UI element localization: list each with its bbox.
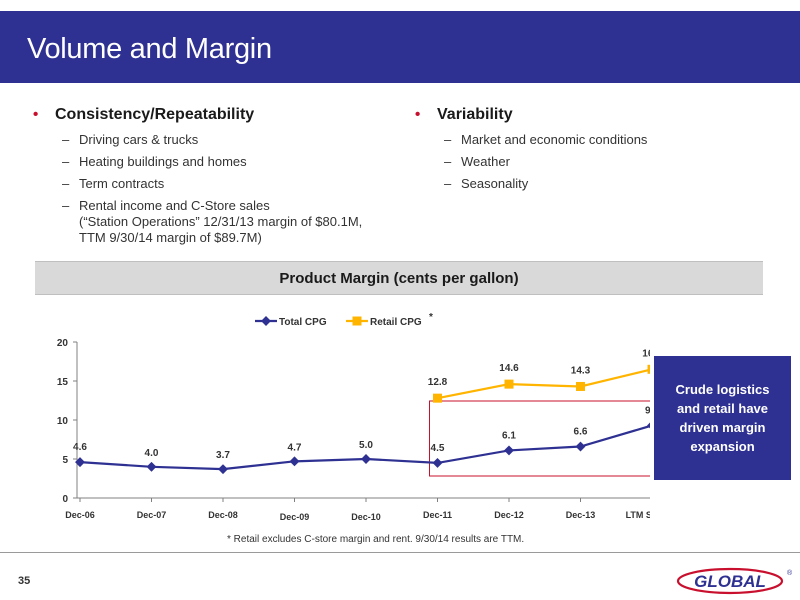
product-margin-chart: 0 5 10 15 20 Dec-06 Dec-07 Dec-08 Dec-09 Dec-10 De… <box>57 312 650 522</box>
data-label: 12.8 <box>428 377 448 388</box>
data-point <box>504 445 514 456</box>
data-point <box>146 461 157 472</box>
list-item: – Heating buildings and homes <box>62 154 393 170</box>
legend-label: Total CPG <box>279 317 327 328</box>
right-sub-list: – Market and economic conditions – Weather… <box>444 132 785 192</box>
list-item-text: Weather <box>461 154 510 169</box>
data-point <box>575 441 586 452</box>
y-tick-label: 0 <box>62 494 68 505</box>
left-bullet-heading: • Consistency/Repeatability <box>33 106 393 124</box>
slide-title: Volume and Margin <box>27 33 272 65</box>
logo-swoosh-icon <box>676 567 784 595</box>
data-label: 16.5 <box>642 348 650 359</box>
x-tick-label: Dec-06 <box>65 510 95 520</box>
dash-icon: – <box>62 176 70 191</box>
data-label: 6.6 <box>574 427 588 438</box>
data-point <box>361 454 371 464</box>
right-bullet-section: • Variability – Market and economic condi… <box>415 106 785 198</box>
page-number: 35 <box>18 575 31 587</box>
data-label: 4.7 <box>288 442 302 453</box>
data-point <box>647 420 650 431</box>
list-item: – Seasonality <box>444 176 785 192</box>
callout-box: Crude logistics and retail have driven m… <box>654 356 791 480</box>
data-label: 9.3 <box>645 405 650 416</box>
callout-text: Crude logistics and retail have driven m… <box>675 382 770 454</box>
y-tick-label: 10 <box>57 416 69 427</box>
dash-icon: – <box>62 132 70 147</box>
x-tick-label: Dec-13 <box>566 510 596 520</box>
list-item: – Market and economic conditions <box>444 132 785 148</box>
list-item-text: Driving cars & trucks <box>79 132 199 147</box>
legend-marker <box>352 316 362 326</box>
data-label: 5.0 <box>359 440 373 451</box>
y-tick-label: 5 <box>62 455 68 466</box>
x-tick-label: Dec-08 <box>208 510 238 520</box>
dash-icon: – <box>444 154 452 169</box>
data-point <box>576 381 585 391</box>
list-item: – Term contracts <box>62 176 393 192</box>
highlight-box <box>429 400 650 477</box>
data-point <box>218 464 228 475</box>
x-tick-label: Dec-10 <box>351 512 381 522</box>
x-tick-label: Dec-11 <box>423 510 452 520</box>
legend-marker <box>261 316 271 326</box>
left-heading-text: Consistency/Repeatability <box>55 106 255 123</box>
list-item: – Driving cars & trucks <box>62 132 393 148</box>
data-point <box>433 393 442 403</box>
list-item-text: Rental income and C-Store sales (“Statio… <box>79 198 363 245</box>
list-item: – Rental income and C-Store sales (“Stati… <box>62 198 393 246</box>
data-point <box>432 457 443 468</box>
bullet-icon: • <box>33 106 39 123</box>
series-line-retail-cpg <box>437 368 650 400</box>
bullet-icon: • <box>415 106 421 123</box>
chart-title-band: Product Margin (cents per gallon) <box>35 261 763 295</box>
list-item-text: Heating buildings and homes <box>79 154 247 169</box>
y-tick-label: 15 <box>57 377 69 388</box>
left-sub-list: – Driving cars & trucks – Heating building… <box>62 132 393 246</box>
global-logo: GLOBAL ® <box>676 567 793 595</box>
data-label: 3.7 <box>216 450 230 461</box>
x-tick-label: Dec-07 <box>137 510 167 520</box>
data-point <box>504 379 514 389</box>
dash-icon: – <box>444 132 452 147</box>
logo-wordmark: GLOBAL <box>694 572 766 591</box>
legend-label: Retail CPG <box>370 317 422 328</box>
data-label: 4.5 <box>431 443 445 454</box>
list-item-text: Seasonality <box>461 176 529 191</box>
data-point <box>289 456 300 467</box>
x-tick-label: Dec-09 <box>280 512 310 522</box>
list-item-text: Term contracts <box>79 176 165 191</box>
data-label: 14.3 <box>571 365 591 376</box>
chart-title: Product Margin (cents per gallon) <box>279 270 519 287</box>
header-bar: Volume and Margin <box>0 11 800 83</box>
data-label: 4.0 <box>145 448 159 459</box>
right-bullet-heading: • Variability <box>415 106 785 124</box>
data-label: 14.6 <box>499 363 519 374</box>
logo-registered-mark: ® <box>787 569 793 577</box>
x-tick-label: Dec-12 <box>494 510 524 520</box>
data-label: 6.1 <box>502 430 516 441</box>
dash-icon: – <box>444 176 452 191</box>
y-tick-label: 20 <box>57 338 69 349</box>
right-heading-text: Variability <box>437 106 513 123</box>
list-item: – Weather <box>444 154 785 170</box>
footer-divider <box>0 552 800 553</box>
left-bullet-section: • Consistency/Repeatability – Driving car… <box>33 106 393 252</box>
legend-footnote-mark: * <box>429 312 433 323</box>
x-tick-label: LTM Sept-14 <box>626 510 650 520</box>
dash-icon: – <box>62 198 70 213</box>
dash-icon: – <box>62 154 70 169</box>
data-point <box>647 364 650 374</box>
footnote: * Retail excludes C-store margin and ren… <box>227 534 525 545</box>
data-label: 4.6 <box>73 442 87 453</box>
list-item-text: Market and economic conditions <box>461 132 648 147</box>
